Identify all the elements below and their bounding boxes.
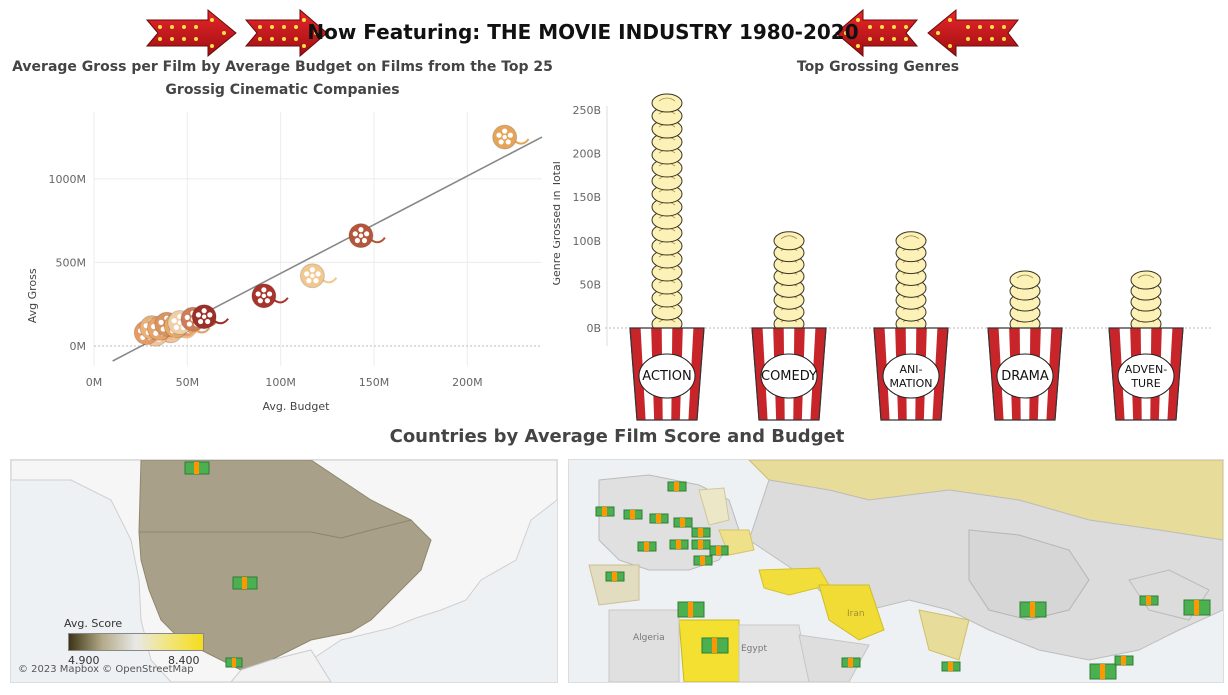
country-label-iran: Iran <box>847 609 865 619</box>
money-icon[interactable] <box>225 656 245 670</box>
genre-bar-2[interactable]: ANI-MATION <box>873 231 949 421</box>
y-tick-label: 0B <box>586 322 601 335</box>
genre-label: ADVEN- <box>1125 363 1168 376</box>
money-icon[interactable] <box>691 538 713 552</box>
money-icon[interactable] <box>693 554 715 568</box>
y-tick-label: 100B <box>572 235 601 248</box>
money-icon[interactable] <box>669 538 691 552</box>
money-icon[interactable] <box>1019 600 1049 620</box>
right-arrow-icon <box>244 8 328 58</box>
scatter-chart: 0M 50M 100M 150M 200M 0M 500M 1000M Avg. Budget A… <box>26 112 543 413</box>
legend-min: 4.900 <box>68 654 100 667</box>
y-tick-label: 1000M <box>49 173 87 186</box>
y-tick-label: 500M <box>56 256 87 269</box>
money-icon[interactable] <box>231 573 261 593</box>
genre-bar-4[interactable]: ADVEN-TURE <box>1108 270 1184 421</box>
genre-chart: 0B 50B 100B 150B 200B 250B Genre Grossed in To… <box>553 93 1211 421</box>
money-icon[interactable] <box>649 512 671 526</box>
genre-label: ACTION <box>642 369 691 384</box>
money-icon[interactable] <box>637 540 659 554</box>
y-tick-label: 0M <box>70 340 87 353</box>
country-label-algeria: Algeria <box>633 633 665 643</box>
money-icon[interactable] <box>677 600 707 620</box>
right-arrow-icon <box>145 8 237 58</box>
x-tick-label: 200M <box>452 376 483 389</box>
money-icon[interactable] <box>595 505 617 519</box>
y-tick-label: 150B <box>572 191 601 204</box>
money-icon[interactable] <box>667 480 689 494</box>
left-arrow-icon <box>835 8 919 58</box>
money-icon[interactable] <box>701 636 731 656</box>
money-icon[interactable] <box>1183 598 1213 618</box>
banner <box>0 8 1228 60</box>
genre-label: ANI- <box>900 363 923 376</box>
money-icon[interactable] <box>709 544 731 558</box>
country-label-egypt: Egypt <box>741 644 767 654</box>
genres-title: Top Grossing Genres <box>796 59 960 75</box>
scatter-title-line1: Average Gross per Film by Average Budget… <box>12 59 553 75</box>
money-icon[interactable] <box>605 570 627 584</box>
genre-label: COMEDY <box>761 369 817 384</box>
legend-color-bar <box>68 633 204 651</box>
money-icon[interactable] <box>841 656 863 670</box>
map-attribution: © 2023 Mapbox © OpenStreetMap <box>18 664 194 675</box>
legend-title: Avg. Score <box>64 617 123 630</box>
film-reel-point[interactable] <box>299 263 338 289</box>
x-axis-label: Avg. Budget <box>263 400 331 413</box>
film-reel-point[interactable] <box>251 283 289 309</box>
genre-bar-3[interactable]: DRAMA <box>987 270 1063 421</box>
money-icon[interactable] <box>691 526 713 540</box>
film-reel-point[interactable] <box>191 304 229 330</box>
money-icon[interactable] <box>183 459 213 478</box>
x-tick-label: 0M <box>86 376 103 389</box>
money-icon[interactable] <box>1089 662 1119 682</box>
money-icon[interactable] <box>623 508 645 522</box>
y-tick-label: 50B <box>579 278 601 291</box>
film-reel-point[interactable] <box>492 124 530 150</box>
y-axis-label: Genre Grossed in Total <box>553 161 563 285</box>
genre-bar-1[interactable]: COMEDY <box>751 231 827 421</box>
map-eurasia[interactable]: Algeria Egypt Iran <box>568 459 1224 683</box>
map-title: Countries by Average Film Score and Budg… <box>389 426 845 447</box>
scatter-title-line2: Grossig Cinematic Companies <box>165 82 400 98</box>
map-eurasia-svg: Algeria Egypt Iran <box>569 460 1223 682</box>
money-icon[interactable] <box>673 516 695 530</box>
legend-max: 8.400 <box>168 654 200 667</box>
money-icon[interactable] <box>1139 594 1161 608</box>
banner-title: Now Featuring: THE MOVIE INDUSTRY 1980-2… <box>307 20 859 44</box>
map-americas[interactable] <box>10 459 558 683</box>
money-icon[interactable] <box>941 660 963 674</box>
genre-label: TURE <box>1130 377 1160 390</box>
x-tick-label: 50M <box>176 376 200 389</box>
x-tick-label: 150M <box>359 376 390 389</box>
y-tick-label: 200B <box>572 148 601 161</box>
x-tick-label: 100M <box>265 376 296 389</box>
y-tick-label: 250B <box>572 104 601 117</box>
marquee-arrows <box>145 8 1020 58</box>
film-reel-point[interactable] <box>348 223 386 249</box>
genre-bar-0[interactable]: ACTION <box>629 93 705 421</box>
genre-label: MATION <box>889 377 932 390</box>
scatter-title: Average Gross per Film by Average Budget… <box>10 56 555 102</box>
left-arrow-icon <box>927 8 1020 58</box>
y-axis-label: Avg Gross <box>26 268 39 323</box>
money-icon[interactable] <box>1114 654 1136 668</box>
genre-label: DRAMA <box>1001 369 1049 384</box>
